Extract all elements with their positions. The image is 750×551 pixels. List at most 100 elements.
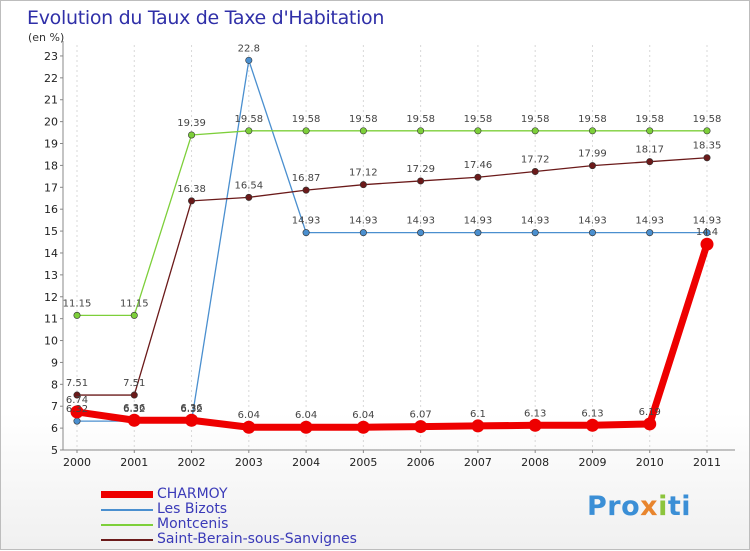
data-point: [646, 229, 654, 237]
data-label: 17.72: [521, 155, 550, 166]
data-point: [356, 420, 370, 434]
logo-part: x: [640, 491, 659, 522]
data-label: 19.58: [292, 114, 321, 125]
data-label: 6.13: [581, 408, 603, 419]
data-label: 7.51: [66, 378, 88, 389]
data-point: [302, 127, 310, 135]
data-point: [73, 391, 81, 399]
data-point: [127, 413, 141, 427]
data-point: [474, 173, 482, 181]
logo-part: i: [658, 491, 668, 522]
data-label: 18.35: [693, 141, 722, 152]
y-tick-label: 19: [44, 138, 58, 151]
legend-label: Saint-Berain-sous-Sanvignes: [157, 531, 357, 547]
data-label: 19.39: [177, 118, 206, 129]
data-label: 14.93: [292, 216, 321, 227]
data-point: [531, 168, 539, 176]
data-point: [417, 127, 425, 135]
x-tick-label: 2003: [235, 456, 263, 469]
proxiti-logo: Proxiti: [587, 491, 691, 522]
data-point: [588, 162, 596, 170]
data-point: [299, 420, 313, 434]
data-point: [188, 131, 196, 139]
legend-swatch: [101, 509, 153, 511]
data-point: [643, 417, 657, 431]
data-label: 11.15: [63, 298, 92, 309]
data-label: 19.58: [635, 114, 664, 125]
data-point: [302, 229, 310, 237]
data-label: 6.13: [524, 408, 546, 419]
y-tick-label: 23: [44, 50, 58, 63]
data-label: 16.38: [177, 184, 206, 195]
data-label: 6.32: [180, 404, 202, 415]
data-label: 19.58: [521, 114, 550, 125]
data-point: [185, 413, 199, 427]
series-line-saint-berain-sous-sanvignes: [77, 157, 708, 396]
legend-swatch: [101, 539, 153, 541]
data-point: [70, 405, 84, 419]
data-label: 6.19: [639, 407, 661, 418]
x-tick-label: 2011: [693, 456, 721, 469]
y-tick-label: 9: [51, 356, 58, 369]
data-label: 6.07: [410, 410, 432, 421]
data-point: [700, 237, 714, 251]
x-tick-label: 2002: [178, 456, 206, 469]
legend-swatch: [101, 524, 153, 526]
data-point: [73, 417, 81, 425]
data-point: [359, 181, 367, 189]
x-tick-label: 2007: [464, 456, 492, 469]
data-label: 6.36: [123, 403, 145, 414]
y-tick-label: 18: [44, 159, 58, 172]
legend-swatch: [101, 491, 153, 498]
data-label: 11.15: [120, 298, 149, 309]
data-label: 22.8: [238, 43, 260, 54]
x-tick-label: 2005: [349, 456, 377, 469]
y-tick-label: 20: [44, 116, 58, 129]
data-label: 17.99: [578, 149, 607, 160]
x-tick-label: 2004: [292, 456, 320, 469]
chart-unit: (en %): [28, 31, 65, 44]
data-point: [703, 229, 711, 237]
data-label: 6.32: [123, 404, 145, 415]
x-tick-label: 2000: [63, 456, 91, 469]
series-line-charmoy: [76, 243, 711, 431]
data-point: [588, 229, 596, 237]
y-tick-label: 7: [51, 400, 58, 413]
y-tick-label: 14: [44, 247, 58, 260]
x-tick-label: 2001: [120, 456, 148, 469]
logo-part: ti: [667, 491, 692, 522]
data-point: [414, 420, 428, 434]
data-point: [242, 420, 256, 434]
data-label: 6.04: [295, 410, 317, 421]
data-point: [417, 229, 425, 237]
data-point: [474, 127, 482, 135]
data-point: [703, 127, 711, 135]
data-point: [130, 311, 138, 319]
y-tick-label: 6: [51, 422, 58, 435]
y-tick-label: 17: [44, 181, 58, 194]
data-label: 19.58: [693, 114, 722, 125]
data-point: [588, 127, 596, 135]
data-label: 6.04: [352, 410, 374, 421]
data-label: 14.4: [696, 227, 718, 238]
y-tick-label: 21: [44, 94, 58, 107]
data-label: 6.1: [470, 409, 486, 420]
data-label: 17.46: [464, 160, 493, 171]
data-point: [359, 229, 367, 237]
y-tick-label: 8: [51, 378, 58, 391]
data-point: [528, 418, 542, 432]
data-point: [245, 193, 253, 201]
legend-label: Les Bizots: [157, 501, 228, 517]
data-point: [646, 127, 654, 135]
data-label: 19.58: [578, 114, 607, 125]
data-point: [471, 419, 485, 433]
data-point: [73, 311, 81, 319]
data-point: [585, 418, 599, 432]
series-line-montcenis: [77, 130, 707, 317]
x-tick-label: 2010: [636, 456, 664, 469]
legend-label: Montcenis: [157, 516, 229, 532]
data-point: [359, 127, 367, 135]
x-tick-label: 2009: [578, 456, 606, 469]
